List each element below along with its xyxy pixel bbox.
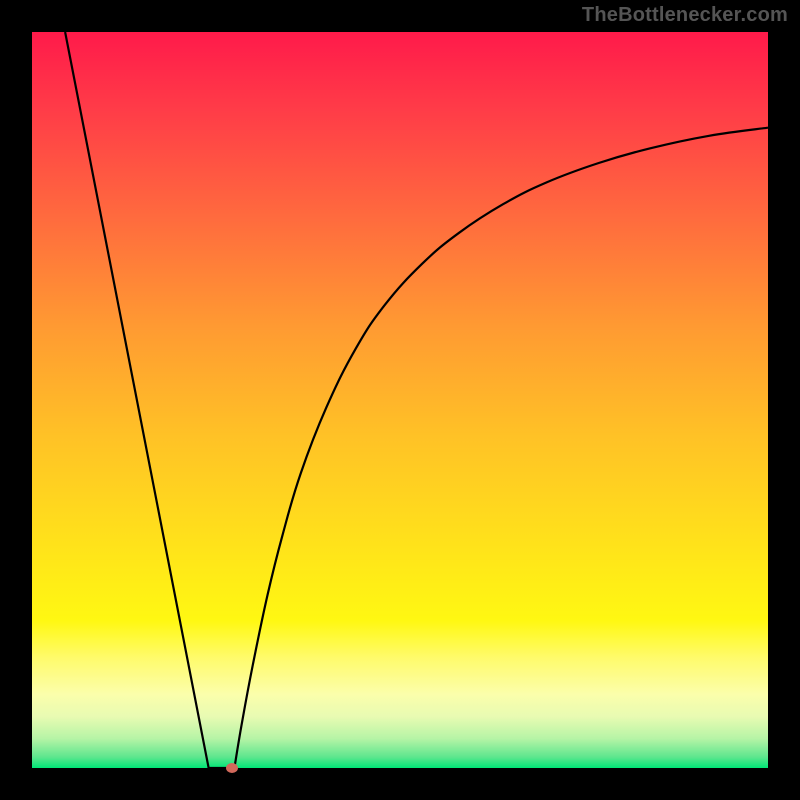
chart-container: TheBottlenecker.com xyxy=(0,0,800,800)
optimum-marker xyxy=(226,763,238,773)
curve-layer xyxy=(32,32,768,768)
bottleneck-curve xyxy=(65,32,768,768)
watermark-text: TheBottlenecker.com xyxy=(582,4,788,27)
plot-area xyxy=(32,32,768,768)
